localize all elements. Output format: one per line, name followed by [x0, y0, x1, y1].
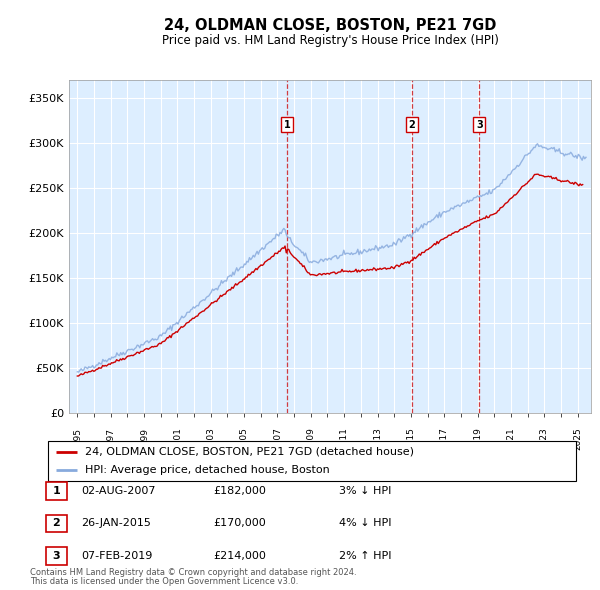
Text: 3% ↓ HPI: 3% ↓ HPI	[339, 486, 391, 496]
Text: 2018: 2018	[457, 444, 466, 467]
Text: 4% ↓ HPI: 4% ↓ HPI	[339, 519, 391, 528]
Text: 2005: 2005	[239, 427, 248, 450]
Text: 02-AUG-2007: 02-AUG-2007	[81, 486, 155, 496]
Text: 2013: 2013	[373, 427, 382, 450]
Text: 2002: 2002	[190, 444, 199, 466]
Text: 1: 1	[53, 486, 60, 496]
Text: 2006: 2006	[256, 444, 265, 467]
Text: 2014: 2014	[390, 444, 399, 466]
Text: 1996: 1996	[89, 444, 98, 467]
Text: 2000: 2000	[156, 444, 165, 467]
Text: £182,000: £182,000	[213, 486, 266, 496]
FancyBboxPatch shape	[46, 482, 67, 500]
Text: 1997: 1997	[106, 427, 115, 450]
Text: This data is licensed under the Open Government Licence v3.0.: This data is licensed under the Open Gov…	[30, 578, 298, 586]
Text: 2016: 2016	[423, 444, 432, 467]
Text: 2017: 2017	[440, 427, 449, 450]
Text: 2019: 2019	[473, 427, 482, 450]
Text: 1995: 1995	[73, 427, 82, 450]
Text: 2: 2	[53, 519, 60, 528]
Text: 2022: 2022	[523, 444, 532, 466]
Text: 2023: 2023	[540, 427, 549, 450]
Text: 2% ↑ HPI: 2% ↑ HPI	[339, 551, 391, 560]
Text: 1998: 1998	[123, 444, 132, 467]
Text: Price paid vs. HM Land Registry's House Price Index (HPI): Price paid vs. HM Land Registry's House …	[161, 34, 499, 47]
Text: 2024: 2024	[556, 444, 565, 466]
Text: 24, OLDMAN CLOSE, BOSTON, PE21 7GD: 24, OLDMAN CLOSE, BOSTON, PE21 7GD	[164, 18, 496, 32]
Text: Contains HM Land Registry data © Crown copyright and database right 2024.: Contains HM Land Registry data © Crown c…	[30, 568, 356, 577]
Text: £170,000: £170,000	[213, 519, 266, 528]
FancyBboxPatch shape	[48, 441, 576, 481]
Text: 1: 1	[284, 120, 290, 130]
Text: £214,000: £214,000	[213, 551, 266, 560]
Text: HPI: Average price, detached house, Boston: HPI: Average price, detached house, Bost…	[85, 464, 330, 474]
Text: 2007: 2007	[273, 427, 282, 450]
Text: 2: 2	[409, 120, 415, 130]
Text: 2009: 2009	[307, 427, 316, 450]
Text: 2010: 2010	[323, 444, 332, 467]
Text: 26-JAN-2015: 26-JAN-2015	[81, 519, 151, 528]
Text: 2004: 2004	[223, 444, 232, 466]
Text: 2020: 2020	[490, 444, 499, 466]
Text: 3: 3	[476, 120, 482, 130]
FancyBboxPatch shape	[46, 514, 67, 532]
Text: 2003: 2003	[206, 427, 215, 450]
Text: 2015: 2015	[406, 427, 415, 450]
FancyBboxPatch shape	[46, 547, 67, 565]
Text: 2001: 2001	[173, 427, 182, 450]
Text: 2011: 2011	[340, 427, 349, 450]
Text: 07-FEB-2019: 07-FEB-2019	[81, 551, 152, 560]
Text: 2012: 2012	[356, 444, 365, 466]
Text: 2008: 2008	[290, 444, 299, 467]
Text: 2021: 2021	[506, 427, 515, 450]
Text: 2025: 2025	[573, 427, 582, 450]
Text: 1999: 1999	[140, 427, 149, 450]
Text: 3: 3	[53, 551, 60, 560]
Text: 24, OLDMAN CLOSE, BOSTON, PE21 7GD (detached house): 24, OLDMAN CLOSE, BOSTON, PE21 7GD (deta…	[85, 447, 414, 457]
